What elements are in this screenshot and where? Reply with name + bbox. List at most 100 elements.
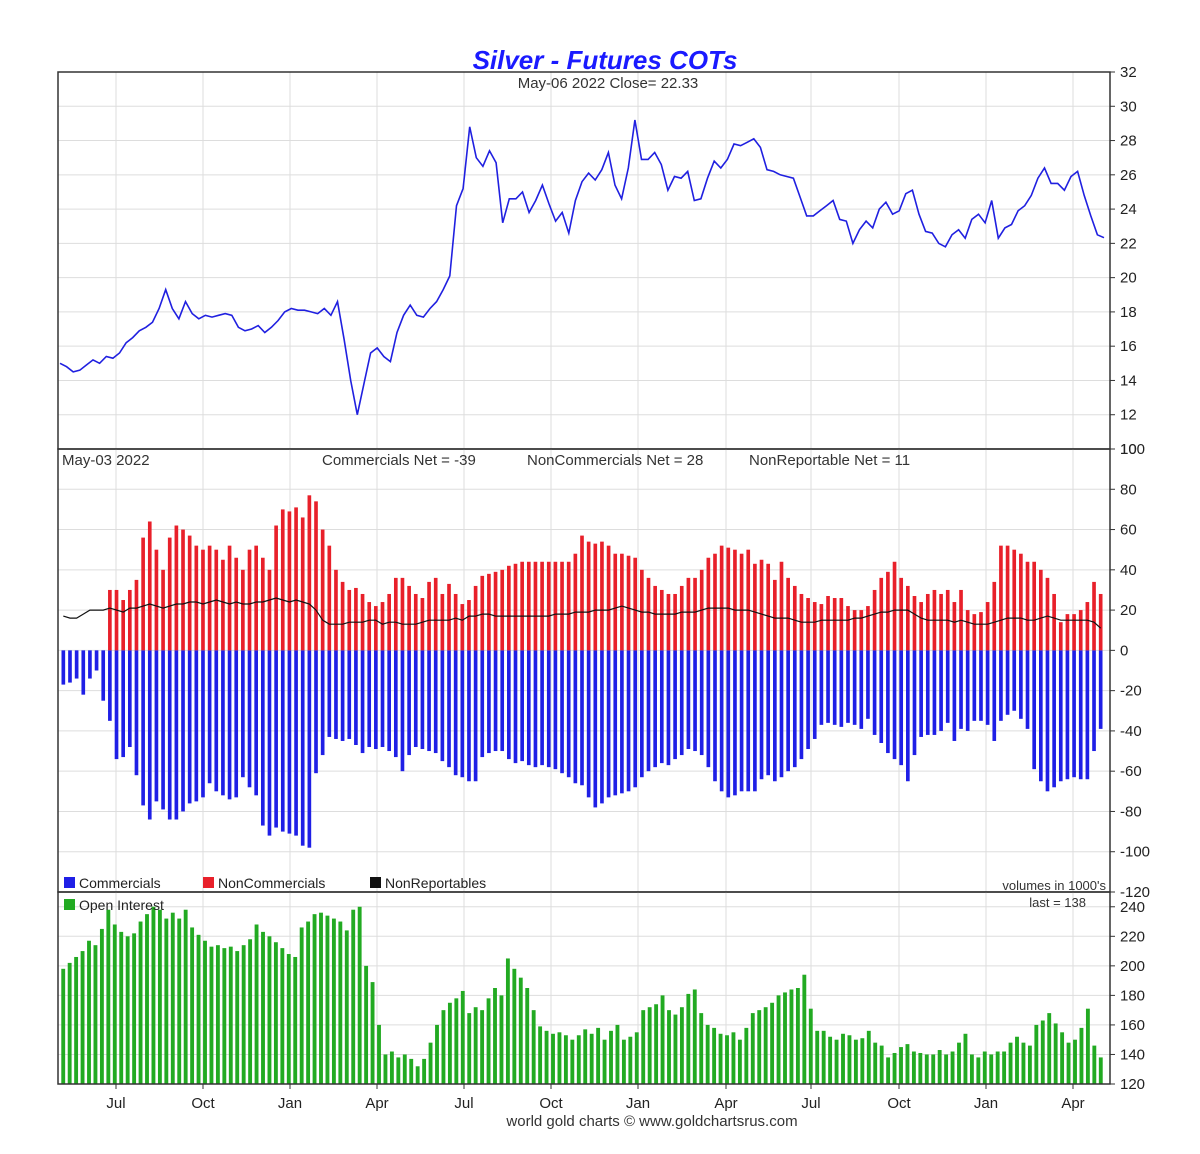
cot-y-tick-label: -40 bbox=[1120, 723, 1142, 740]
noncommercials-bar bbox=[733, 549, 737, 651]
x-tick-label: Apr bbox=[714, 1095, 737, 1112]
commercials-bar bbox=[812, 650, 817, 739]
open-interest-bar bbox=[531, 1010, 536, 1084]
commercials-bar bbox=[61, 650, 66, 685]
open-interest-bar bbox=[602, 1039, 607, 1084]
open-interest-bar bbox=[145, 914, 149, 1084]
noncommercials-bar bbox=[207, 545, 212, 651]
noncommercials-bar bbox=[493, 571, 498, 651]
noncommercials-bar bbox=[593, 543, 598, 651]
commercials-bar bbox=[267, 650, 272, 836]
noncommercials-bar bbox=[659, 589, 664, 651]
open-interest-panel: Open Interest last = 138 120 140 160 180 200… bbox=[57, 891, 1145, 1093]
noncommercials-bar bbox=[553, 561, 558, 651]
commercials-bar bbox=[859, 650, 864, 729]
x-axis-labels: Jul Oct Jan Apr Jul Oct Jan Apr Jul Oct Jan Apr bbox=[106, 1084, 1085, 1112]
commercials-bar bbox=[706, 650, 711, 768]
commercials-bar bbox=[633, 650, 638, 788]
noncommercials-bar bbox=[1078, 610, 1083, 651]
open-interest-bar bbox=[93, 945, 98, 1084]
cot-y-tick-label: -20 bbox=[1120, 683, 1142, 700]
open-interest-bar bbox=[847, 1035, 852, 1084]
noncommercials-bar bbox=[108, 589, 112, 651]
noncommercials-bar bbox=[759, 559, 764, 651]
open-interest-bar bbox=[125, 936, 130, 1084]
commercials-bar bbox=[786, 650, 790, 772]
open-interest-bar bbox=[563, 1035, 568, 1084]
noncommercials-bar bbox=[1019, 553, 1023, 651]
noncommercials-bar bbox=[872, 589, 877, 651]
open-interest-bar bbox=[963, 1033, 968, 1084]
noncommercials-bar bbox=[1065, 614, 1070, 651]
commercials-bar bbox=[945, 650, 950, 723]
open-interest-bar bbox=[267, 936, 272, 1084]
open-interest-bar bbox=[1034, 1024, 1039, 1084]
price-y-tick-label: 14 bbox=[1120, 372, 1137, 389]
open-interest-bar bbox=[853, 1039, 858, 1084]
open-interest-bar bbox=[821, 1030, 826, 1084]
commercials-bar bbox=[766, 650, 771, 776]
noncommercials-bar bbox=[1072, 614, 1076, 651]
commercials-bar bbox=[467, 650, 471, 782]
noncommercials-bar bbox=[513, 563, 518, 651]
open-interest-bar bbox=[641, 1010, 646, 1084]
noncommercials-bar bbox=[480, 575, 485, 651]
open-interest-bar bbox=[261, 931, 265, 1084]
open-interest-bar bbox=[473, 1007, 478, 1084]
open-interest-bar bbox=[737, 1039, 742, 1084]
open-interest-bar bbox=[924, 1054, 929, 1084]
open-interest-bar bbox=[544, 1030, 549, 1084]
commercials-bar bbox=[726, 650, 731, 798]
commercials-bar bbox=[487, 650, 491, 754]
cot-y-tick-label: 100 bbox=[1120, 441, 1145, 458]
price-y-axis: 10 12 14 16 18 20 22 24 26 28 30 32 bbox=[1110, 64, 1137, 458]
x-tick-label: Jul bbox=[106, 1095, 125, 1112]
commercials-bar bbox=[886, 650, 890, 754]
open-interest-bar bbox=[1060, 1032, 1065, 1084]
noncommercials-bar bbox=[307, 495, 312, 651]
noncommercials-bar bbox=[992, 581, 997, 651]
open-interest-bar bbox=[918, 1052, 923, 1084]
open-interest-bar bbox=[402, 1054, 407, 1084]
open-interest-bar bbox=[911, 1051, 916, 1084]
noncommercials-bar bbox=[520, 561, 524, 651]
legend-nonreportables-swatch bbox=[370, 877, 381, 888]
commercials-bar bbox=[108, 650, 112, 721]
commercials-bar bbox=[832, 650, 837, 725]
noncommercials-bar bbox=[786, 577, 790, 651]
commercials-bar bbox=[906, 650, 910, 782]
price-header: May-06 2022 Close= 22.33 bbox=[518, 75, 699, 92]
commercials-bar bbox=[121, 650, 125, 758]
commercials-bar bbox=[513, 650, 518, 764]
open-interest-bar bbox=[177, 918, 182, 1084]
oi-y-tick-label: 240 bbox=[1120, 899, 1145, 916]
noncommercials-bar bbox=[327, 545, 332, 651]
noncommercials-bar bbox=[1058, 622, 1063, 651]
commercials-bar bbox=[806, 650, 810, 750]
open-interest-bar bbox=[299, 927, 304, 1084]
x-tick-label: Apr bbox=[365, 1095, 388, 1112]
commercials-bar bbox=[566, 650, 571, 778]
open-interest-bar bbox=[808, 1008, 813, 1084]
commercials-bar bbox=[985, 650, 990, 725]
noncommercials-bar bbox=[766, 563, 771, 651]
commercials-bar bbox=[965, 650, 970, 731]
commercials-bar bbox=[666, 650, 671, 766]
commercials-bar bbox=[433, 650, 438, 754]
open-interest-bar bbox=[538, 1026, 543, 1084]
commercials-bar bbox=[280, 650, 285, 832]
open-interest-bar bbox=[151, 906, 156, 1084]
commercials-bar bbox=[420, 650, 425, 750]
x-tick-label: Oct bbox=[191, 1095, 215, 1112]
commercials-bar bbox=[68, 650, 72, 683]
noncommercials-bar bbox=[646, 577, 651, 651]
noncommercials-bar bbox=[334, 569, 338, 651]
open-interest-bar bbox=[712, 1027, 717, 1084]
noncommercials-bar bbox=[1092, 581, 1096, 651]
commercials-bar bbox=[932, 650, 937, 735]
noncommercials-bar bbox=[673, 593, 677, 651]
open-interest-bar bbox=[1040, 1020, 1045, 1084]
commercials-bar bbox=[1072, 650, 1076, 778]
noncommercials-bar bbox=[413, 593, 418, 651]
